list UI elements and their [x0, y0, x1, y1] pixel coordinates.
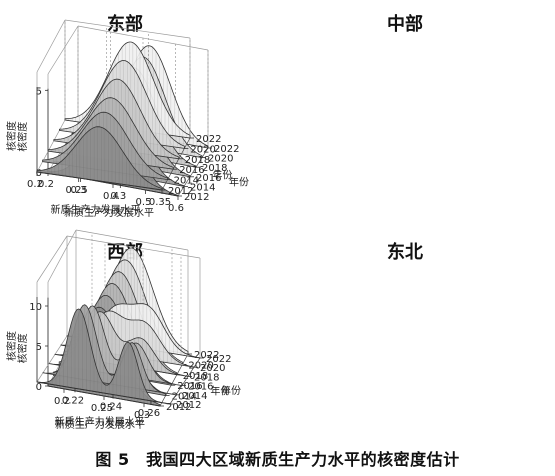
z-tick-label: 0 [36, 168, 42, 179]
z-tick-label: 5 [36, 86, 42, 97]
y-axis-title: 年份 [212, 168, 232, 181]
z-tick-label: 10 [29, 302, 42, 313]
x-tick-label: 0.25 [66, 185, 88, 196]
x-axis-title: 新质生产力发展水平 [55, 418, 145, 431]
ridge-2012 [36, 308, 171, 405]
y-tick-label: 2014 [190, 182, 215, 193]
z-tick-label: 0 [36, 382, 42, 393]
y-tick-label: 2018 [183, 371, 208, 382]
z-axis-title: 核密度 [5, 331, 18, 361]
x-tick-label: 0.6 [168, 203, 184, 214]
y-tick-label: 2012 [176, 400, 201, 411]
x-tick-label: 0.24 [100, 402, 122, 413]
panel-title: 东部 [107, 13, 143, 35]
y-tick-label: 2016 [188, 382, 213, 393]
grid-line [47, 25, 79, 75]
z-tick-label: 5 [36, 342, 42, 353]
y-tick-label: 2016 [196, 173, 221, 184]
y-tick-label: 2012 [166, 402, 191, 413]
x-tick-label: 0.2 [54, 396, 70, 407]
y-tick-label: 2022 [194, 350, 219, 361]
x-tick-label: 0.2 [38, 179, 54, 190]
x-tick-label: 0.4 [103, 191, 119, 202]
ridge-group [36, 41, 191, 191]
x-axis-title: 新质生产力发展水平 [51, 203, 141, 216]
y-tick-label: 2022 [196, 134, 221, 145]
y-tick-label: 2018 [185, 155, 210, 166]
x-tick-label: 0.25 [91, 403, 113, 414]
grid-line [47, 229, 77, 283]
y-tick-label: 2020 [188, 360, 213, 371]
y-tick-label: 2022 [206, 354, 231, 365]
y-axis-line [159, 353, 189, 407]
y-tick-label: 2020 [190, 144, 215, 155]
x-axis-title: 新质生产力发展水平 [64, 206, 154, 219]
y-tick-label: 2020 [200, 363, 225, 374]
y-tick-label: 2014 [174, 176, 199, 187]
y-tick-label: 2022 [214, 144, 239, 155]
x-tick-label: 0.2 [27, 179, 43, 190]
grid-line [36, 235, 68, 283]
x-axis-line [36, 381, 171, 405]
ridge-group [36, 303, 201, 405]
chart-panel-2: 中部0.20.250.30.35新质生产力发展水平201220142016201… [5, 13, 423, 216]
y-tick-label: 2016 [179, 165, 204, 176]
x-tick-label: 0.35 [149, 197, 171, 208]
y-axis-line [161, 137, 191, 191]
y-tick-label: 2016 [177, 381, 202, 392]
panel-title: 中部 [387, 13, 423, 35]
grid-line [64, 19, 191, 39]
y-tick-label: 2014 [172, 392, 197, 403]
grid-line [36, 119, 66, 173]
y-tick-label: 2014 [182, 391, 207, 402]
grid-line [66, 235, 201, 259]
x-tick-label: 0.3 [71, 185, 87, 196]
y-tick-label: 2012 [184, 192, 209, 203]
panel-title: 东北 [387, 241, 423, 263]
y-tick-label: 2018 [202, 163, 227, 174]
figure-caption: 图 5 我国四大区域新质生产力水平的核密度估计 [95, 450, 460, 469]
x-tick-label: 0.3 [134, 410, 150, 421]
z-axis-title: 核密度 [5, 121, 18, 151]
y-axis-title: 年份 [229, 176, 249, 189]
y-axis-title: 年份 [221, 384, 241, 397]
x-tick-label: 0.3 [110, 191, 126, 202]
x-axis-line [36, 171, 163, 191]
y-tick-label: 2020 [208, 154, 233, 165]
chart-panel-4: 东北0.220.240.26新质生产力发展水平20122014201620182… [5, 235, 423, 428]
x-tick-label: 0.22 [62, 395, 84, 406]
grid-line [36, 335, 68, 383]
y-tick-label: 2012 [168, 186, 193, 197]
z-axis-title: 核密度 [16, 333, 29, 363]
ridge-2012 [36, 126, 163, 191]
x-tick-label: 0.26 [138, 408, 160, 419]
grid-line [75, 229, 189, 251]
y-axis-title: 年份 [210, 384, 230, 397]
y-axis-line [169, 357, 201, 405]
z-axis-title: 核密度 [16, 122, 29, 152]
x-axis-title: 新质生产力发展水平 [55, 415, 145, 428]
y-tick-label: 2018 [194, 372, 219, 383]
x-tick-label: 0.5 [136, 197, 152, 208]
y-axis-line [177, 147, 209, 197]
grid-line [36, 19, 66, 73]
